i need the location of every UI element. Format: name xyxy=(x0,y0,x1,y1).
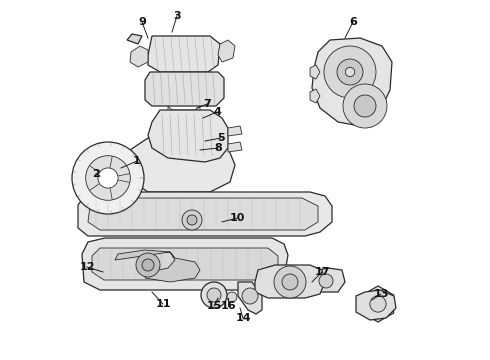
Polygon shape xyxy=(308,268,345,292)
Circle shape xyxy=(242,288,258,304)
Text: 4: 4 xyxy=(213,107,221,117)
Text: 3: 3 xyxy=(173,11,181,21)
Text: 13: 13 xyxy=(373,289,389,299)
Circle shape xyxy=(343,84,387,128)
Circle shape xyxy=(142,259,154,271)
Text: 8: 8 xyxy=(214,143,222,153)
Circle shape xyxy=(227,292,237,302)
Text: 10: 10 xyxy=(229,213,245,223)
Circle shape xyxy=(274,266,306,298)
Polygon shape xyxy=(238,282,262,314)
Circle shape xyxy=(337,59,363,85)
Polygon shape xyxy=(127,34,142,44)
Circle shape xyxy=(282,274,298,290)
Polygon shape xyxy=(310,65,320,79)
Polygon shape xyxy=(148,110,228,162)
Polygon shape xyxy=(228,142,242,152)
Circle shape xyxy=(201,282,227,308)
Polygon shape xyxy=(218,40,235,62)
Text: 17: 17 xyxy=(314,267,330,277)
Circle shape xyxy=(324,46,376,98)
Circle shape xyxy=(207,288,221,302)
Text: 6: 6 xyxy=(349,17,357,27)
Polygon shape xyxy=(148,36,220,72)
Polygon shape xyxy=(310,89,320,103)
Circle shape xyxy=(345,67,355,77)
Polygon shape xyxy=(312,38,392,126)
Text: 2: 2 xyxy=(92,169,100,179)
Text: 14: 14 xyxy=(235,313,251,323)
Text: 12: 12 xyxy=(79,262,95,272)
Polygon shape xyxy=(92,248,278,280)
Text: 11: 11 xyxy=(155,299,171,309)
Text: 9: 9 xyxy=(138,17,146,27)
Polygon shape xyxy=(88,198,318,230)
Polygon shape xyxy=(115,250,200,282)
Polygon shape xyxy=(130,138,235,192)
Circle shape xyxy=(354,95,376,117)
Polygon shape xyxy=(228,126,242,136)
Circle shape xyxy=(182,210,202,230)
Circle shape xyxy=(136,253,160,277)
Circle shape xyxy=(187,215,197,225)
Polygon shape xyxy=(255,265,325,298)
Text: 15: 15 xyxy=(206,301,221,311)
Polygon shape xyxy=(168,106,200,122)
Text: 7: 7 xyxy=(203,99,211,109)
Circle shape xyxy=(370,296,386,312)
Text: 1: 1 xyxy=(133,156,141,166)
Circle shape xyxy=(72,142,144,214)
Text: 5: 5 xyxy=(217,133,225,143)
Polygon shape xyxy=(78,192,332,236)
Polygon shape xyxy=(363,286,393,322)
Polygon shape xyxy=(145,72,224,106)
Polygon shape xyxy=(130,46,148,67)
Circle shape xyxy=(86,156,130,200)
Circle shape xyxy=(98,168,118,188)
Polygon shape xyxy=(82,238,288,290)
Circle shape xyxy=(319,274,333,288)
Polygon shape xyxy=(356,290,396,320)
Text: 16: 16 xyxy=(220,301,236,311)
